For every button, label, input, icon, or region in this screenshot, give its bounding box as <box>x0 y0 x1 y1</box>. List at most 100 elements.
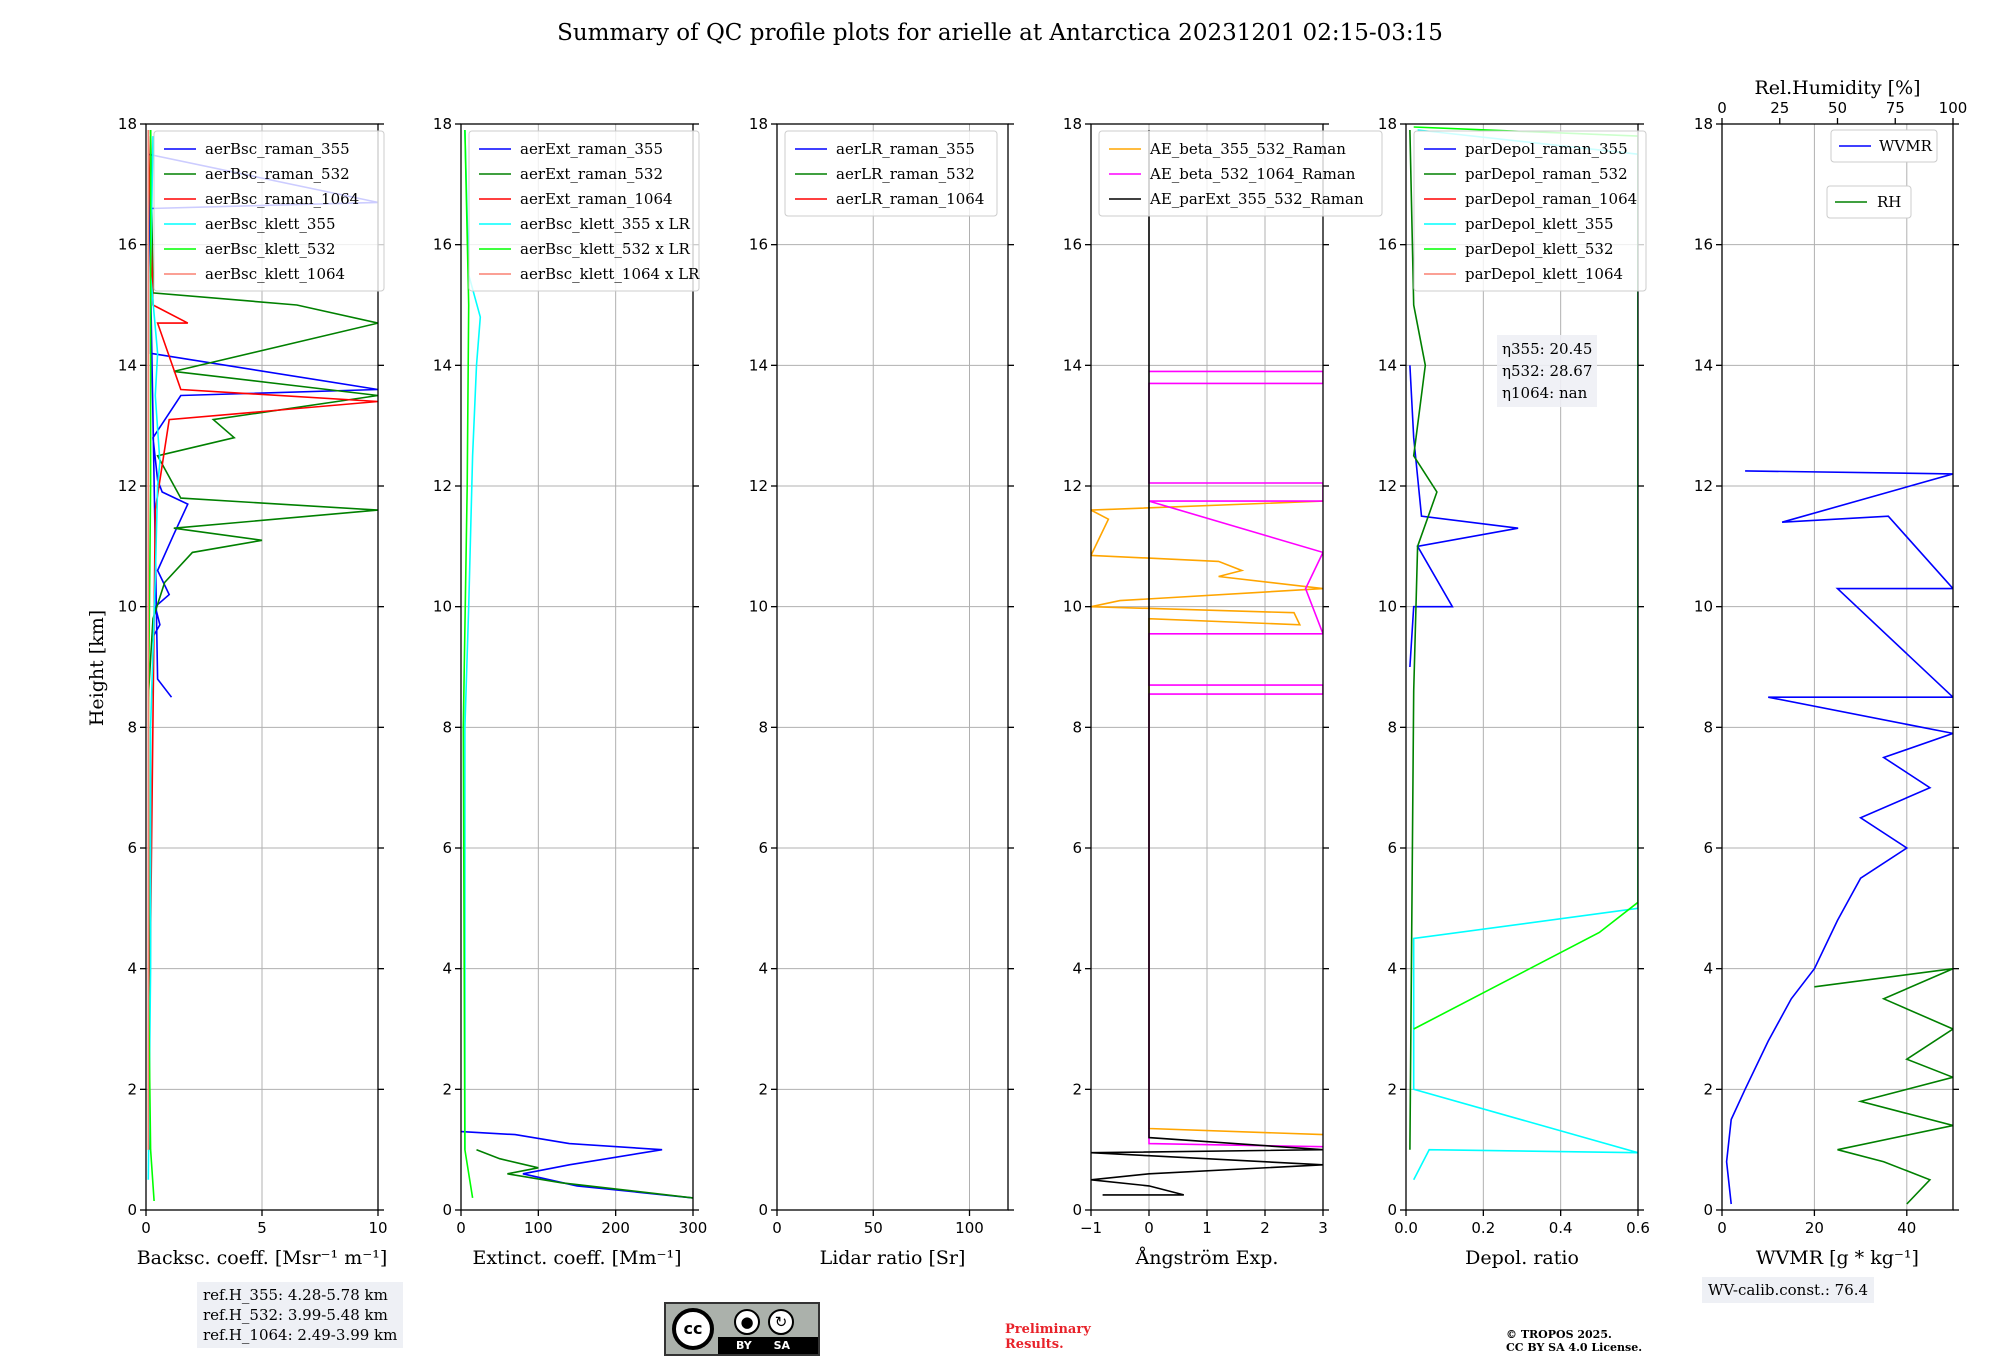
legend-entry: aerBsc_klett_355 x LR <box>520 215 691 233</box>
legend-entry: aerBsc_raman_355 <box>205 140 350 158</box>
legend-box <box>784 130 998 217</box>
y-tick-label: 0 <box>442 1201 452 1219</box>
x-tick-label: 100 <box>955 1219 984 1237</box>
wv-calibration-box: WV-calib.const.: 76.4 <box>1702 1277 1875 1303</box>
legend-entry: aerBsc_klett_355 <box>205 215 336 233</box>
x-tick-label: 0.6 <box>1626 1219 1650 1237</box>
x-tick-label: 0.2 <box>1471 1219 1495 1237</box>
y-tick-label: 6 <box>442 839 452 857</box>
y-tick-label: 8 <box>758 718 768 736</box>
y-tick-label: 10 <box>433 598 452 616</box>
y-tick-label: 4 <box>1387 960 1397 978</box>
y-tick-label: 6 <box>1703 839 1713 857</box>
y-tick-label: 14 <box>1378 356 1397 374</box>
wv-calib-text: WV-calib.const.: 76.4 <box>1708 1281 1869 1299</box>
legend-entry: AE_beta_532_1064_Raman <box>1149 165 1356 183</box>
series-line-parDepol_klett_355 <box>1412 129 1638 1181</box>
x-tick-label: 5 <box>257 1219 267 1237</box>
top-x-tick-label: 100 <box>1939 99 1968 117</box>
y-tick-label: 2 <box>1072 1080 1082 1098</box>
legend-entry: aerBsc_raman_532 <box>205 165 350 183</box>
y-tick-label: 10 <box>1063 598 1082 616</box>
top-x-tick-label: 0 <box>1717 99 1727 117</box>
eta-annotation-text: η532: 28.67 <box>1502 362 1592 380</box>
y-tick-label: 0 <box>758 1201 768 1219</box>
x-tick-label: 3 <box>1318 1219 1328 1237</box>
y-tick-label: 6 <box>758 839 768 857</box>
x-tick-label: 50 <box>864 1219 883 1237</box>
legend-entry: parDepol_klett_1064 <box>1465 265 1623 283</box>
x-axis-label: Lidar ratio [Sr] <box>820 1247 966 1269</box>
y-tick-label: 18 <box>749 115 768 133</box>
cc-license-badge[interactable]: cc ● ↻ BY SA <box>664 1302 820 1356</box>
y-tick-label: 12 <box>118 477 137 495</box>
legend-entry: aerLR_raman_1064 <box>836 190 984 208</box>
x-tick-label: 300 <box>679 1219 708 1237</box>
x-tick-label: 1 <box>1202 1219 1212 1237</box>
panel-backscatter: 0 2 4 6 8 10 12 14 16 18 0 5 10 Backsc. coeff. [Msr⁻¹… <box>118 115 388 1269</box>
x-axis-label: Extinct. coeff. [Mm⁻¹] <box>472 1247 681 1269</box>
y-tick-label: 6 <box>127 839 137 857</box>
y-tick-label: 16 <box>749 236 768 254</box>
series-line-RH <box>1814 967 1953 1205</box>
legend-entry: AE_beta_355_532_Raman <box>1149 140 1346 158</box>
legend-entry: RH <box>1877 193 1901 211</box>
y-axis-label: Height [km] <box>86 610 108 726</box>
x-axis-label: WVMR [g * kg⁻¹] <box>1756 1247 1919 1269</box>
top-axis-label: Rel.Humidity [%] <box>1754 77 1920 99</box>
y-tick-label: 8 <box>442 718 452 736</box>
axes-frame <box>460 123 694 1211</box>
y-tick-label: 14 <box>1694 356 1713 374</box>
panel-lidar_ratio: 0 2 4 6 8 10 12 14 16 18 0 50 100 Lidar ratio [Sr] aer… <box>749 115 1014 1269</box>
legend-entry: parDepol_klett_532 <box>1465 240 1614 258</box>
y-tick-label: 14 <box>749 356 768 374</box>
person-icon: ● <box>734 1309 760 1335</box>
y-tick-label: 16 <box>433 236 452 254</box>
y-tick-label: 2 <box>758 1080 768 1098</box>
y-tick-label: 8 <box>1072 718 1082 736</box>
cc-by-label: BY <box>736 1339 752 1352</box>
series-line-AE_beta_355_532_Raman <box>1091 500 1323 1136</box>
series-group <box>1725 470 1953 1205</box>
y-tick-label: 10 <box>1378 598 1397 616</box>
legend-entry: aerExt_raman_355 <box>520 140 663 158</box>
series-line-WVMR <box>1725 470 1953 1205</box>
y-tick-label: 8 <box>1387 718 1397 736</box>
legend-entry: aerBsc_klett_532 <box>205 240 336 258</box>
series-group <box>147 129 378 1202</box>
legend-entry: aerBsc_klett_532 x LR <box>520 240 691 258</box>
x-tick-label: 0.0 <box>1394 1219 1418 1237</box>
y-tick-label: 14 <box>118 356 137 374</box>
legend-entry: parDepol_raman_532 <box>1465 165 1628 183</box>
series-line-parDepol_raman_355 <box>1409 365 1519 668</box>
refh-355: ref.H_355: 4.28-5.78 km <box>203 1286 388 1304</box>
cc-icon: cc <box>672 1308 714 1350</box>
y-tick-label: 2 <box>127 1080 137 1098</box>
reference-height-box: ref.H_355: 4.28-5.78 km ref.H_532: 3.99-… <box>197 1282 404 1348</box>
y-tick-label: 18 <box>1694 115 1713 133</box>
x-axis-label: Ångström Exp. <box>1135 1247 1279 1269</box>
x-tick-label: 2 <box>1260 1219 1270 1237</box>
series-line-aerBsc_klett_532 x LR <box>462 129 474 1199</box>
axes-frame <box>776 123 1009 1211</box>
y-tick-label: 16 <box>1063 236 1082 254</box>
x-tick-label: 0 <box>1144 1219 1154 1237</box>
y-tick-label: 0 <box>1387 1201 1397 1219</box>
x-tick-label: 200 <box>601 1219 630 1237</box>
share-alike-icon: ↻ <box>768 1309 794 1335</box>
x-tick-label: −1 <box>1080 1219 1102 1237</box>
panel-extinction: 0 2 4 6 8 10 12 14 16 18 0 100 200 300 Extinct. coeff.… <box>433 115 707 1269</box>
y-tick-label: 12 <box>1063 477 1082 495</box>
series-group <box>1409 126 1638 1181</box>
eta-annotation-text: η1064: nan <box>1502 384 1588 402</box>
legend-entry: aerLR_raman_355 <box>836 140 975 158</box>
series-group <box>1091 130 1323 1196</box>
legend-entry: parDepol_raman_1064 <box>1465 190 1637 208</box>
x-tick-label: 0 <box>456 1219 466 1237</box>
y-tick-label: 4 <box>758 960 768 978</box>
y-tick-label: 8 <box>1703 718 1713 736</box>
copyright-line-1: © TROPOS 2025. <box>1506 1328 1612 1341</box>
legend-entry: aerExt_raman_1064 <box>520 190 673 208</box>
legend-entry: aerExt_raman_532 <box>520 165 663 183</box>
